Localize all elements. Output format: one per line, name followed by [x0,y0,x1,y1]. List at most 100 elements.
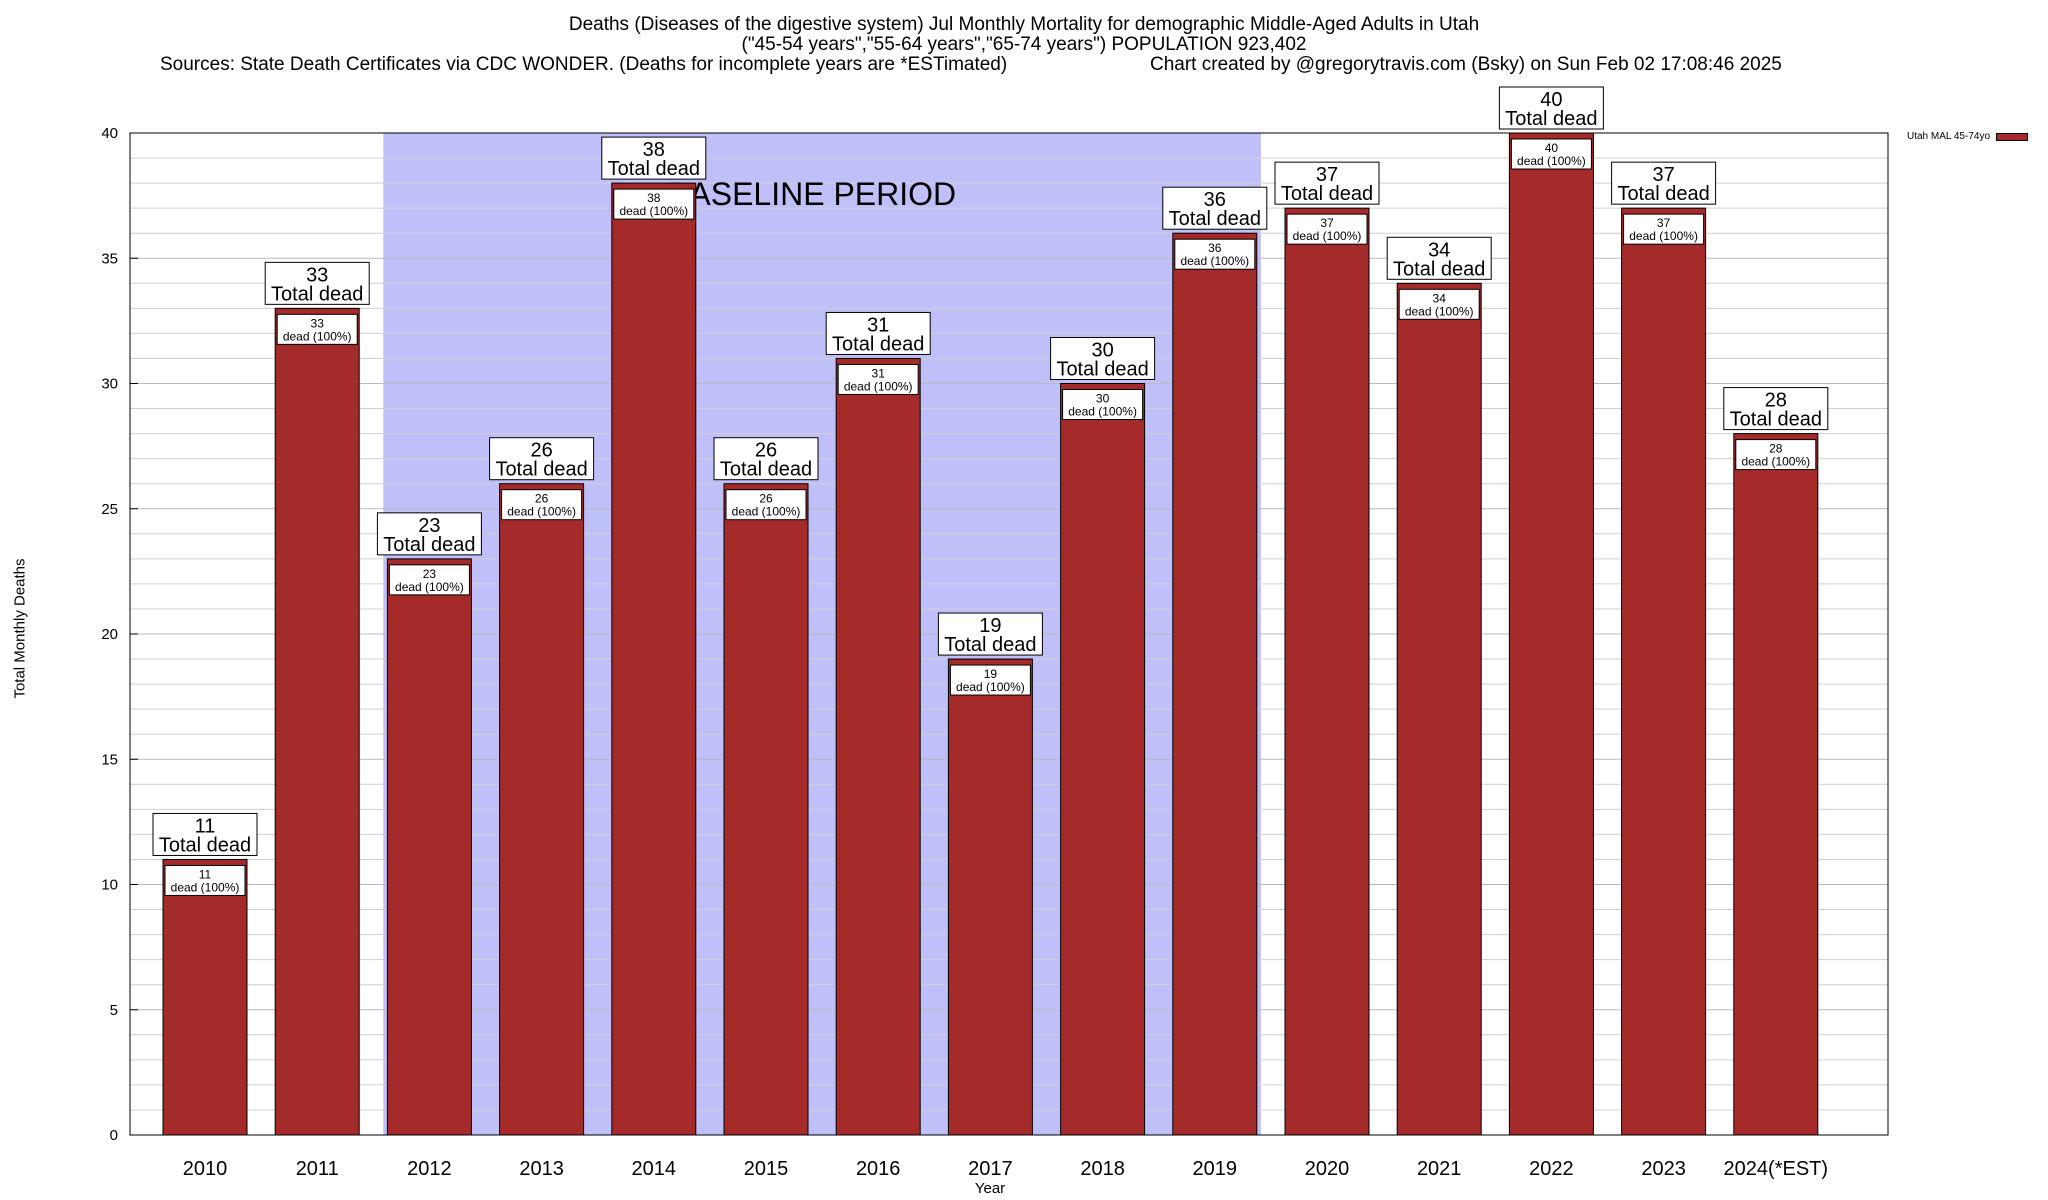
inner-value-label: 28 [1769,442,1783,456]
bar [1396,282,1482,1136]
bar-value-label: 37 [1316,164,1338,186]
bar-value-label: 38 [643,139,665,161]
inner-percent-label: dead (100%) [732,505,801,519]
inner-label-box [1398,288,1480,320]
chart-sources: Sources: State Death Certificates via CD… [160,54,1008,75]
bar [835,357,921,1136]
inner-percent-label: dead (100%) [1741,455,1810,469]
y-tick-label: 10 [101,877,118,894]
bar-total-label: Total dead [271,283,363,305]
bar-total-label: Total dead [832,333,924,355]
inner-label-box [1510,138,1592,170]
inner-label-box [276,313,358,345]
inner-label-box [837,363,919,395]
y-tick-label: 20 [101,626,118,643]
bar [1621,207,1707,1136]
y-tick-label: 0 [110,1127,118,1144]
inner-label-box [1062,389,1144,420]
inner-percent-label: dead (100%) [395,580,464,594]
bar-value-label: 30 [1091,340,1113,362]
inner-percent-label: dead (100%) [1068,405,1137,419]
inner-label-box [501,489,583,521]
bar [1284,207,1370,1136]
y-tick-label: 25 [101,501,118,518]
inner-percent-label: dead (100%) [1629,229,1698,243]
inner-value-label: 40 [1545,141,1559,155]
x-tick-label: 2016 [856,1158,901,1180]
inner-value-label: 38 [647,191,661,205]
inner-value-label: 23 [423,567,437,581]
outer-label-box [1723,387,1829,431]
inner-value-label: 30 [1096,392,1110,406]
outer-label-box [713,437,819,481]
outer-label-box [1611,161,1717,205]
x-tick-label: 2020 [1305,1158,1350,1180]
y-tick-label: 5 [110,1002,118,1019]
chart-credit: Chart created by @gregorytravis.com (Bsk… [1150,54,1782,75]
x-tick-label: 2011 [296,1158,339,1180]
inner-value-label: 33 [311,316,325,330]
bar [386,558,472,1136]
y-tick-label: 40 [101,125,118,142]
bar-total-label: Total dead [383,534,475,556]
inner-percent-label: dead (100%) [283,329,352,343]
inner-label-box [613,188,695,220]
bar-value-label: 36 [1204,189,1226,211]
x-tick-label: 2013 [519,1158,564,1180]
x-tick-label: 2024(*EST) [1724,1158,1829,1180]
bar [162,858,248,1136]
bar-value-label: 40 [1540,89,1562,111]
inner-value-label: 26 [759,492,773,506]
bar [499,483,585,1136]
chart-title: Deaths (Diseases of the digestive system… [568,14,1480,35]
y-tick-label: 30 [101,376,118,393]
bar-value-label: 34 [1428,239,1450,261]
x-tick-label: 2018 [1080,1158,1125,1180]
x-tick-label: 2014 [632,1158,677,1180]
bar-value-label: 31 [867,314,889,336]
inner-label-box [1286,213,1368,245]
inner-label-box [725,489,807,521]
inner-percent-label: dead (100%) [1405,304,1474,318]
bar [723,483,809,1136]
inner-value-label: 11 [199,867,212,881]
y-axis-label: Total Monthly Deaths [11,558,29,699]
outer-label-box [601,136,707,180]
outer-label-box [264,261,370,305]
outer-label-box [152,812,258,856]
plot-frame [129,132,1889,1136]
outer-label-box [1498,86,1604,130]
legend-swatch [1996,132,2029,141]
x-tick-label: 2019 [1193,1158,1238,1180]
inner-value-label: 37 [1320,216,1334,230]
inner-percent-label: dead (100%) [619,204,688,218]
x-tick-label: 2021 [1417,1158,1462,1180]
bar-total-label: Total dead [1393,258,1485,280]
bar-total-label: Total dead [720,459,812,481]
bar-total-label: Total dead [159,834,251,856]
chart-subtitle: ("45-54 years","55-64 years","65-74 year… [741,34,1307,55]
outer-label-box [1386,236,1492,280]
bar-value-label: 33 [306,264,328,286]
baseline-label: BASELINE PERIOD [668,176,956,212]
inner-label-box [164,864,246,896]
inner-percent-label: dead (100%) [1293,229,1362,243]
inner-percent-label: dead (100%) [507,505,576,519]
y-tick-label: 35 [101,250,118,267]
x-tick-label: 2017 [968,1158,1013,1180]
bar-total-label: Total dead [1281,183,1373,205]
inner-value-label: 34 [1433,291,1447,305]
bar-value-label: 37 [1652,164,1674,186]
bar-total-label: Total dead [1730,409,1822,431]
inner-value-label: 26 [535,492,549,506]
bar-value-label: 23 [418,515,440,537]
outer-label-box [1274,161,1380,205]
x-tick-label: 2015 [744,1158,789,1180]
x-tick-label: 2010 [183,1158,228,1180]
outer-label-box [825,311,931,355]
bar-value-label: 26 [755,440,777,462]
legend: Utah MAL 45-74yo [1907,131,2029,142]
outer-label-box [937,612,1043,656]
bar [1733,433,1819,1136]
